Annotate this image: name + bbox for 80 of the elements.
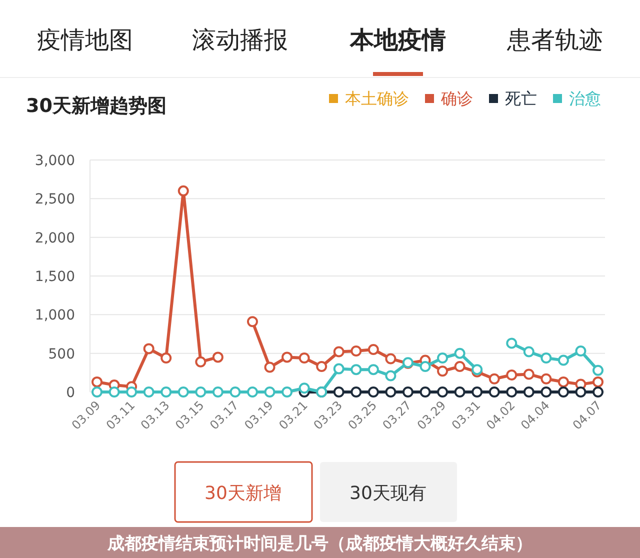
point — [298, 382, 310, 394]
point — [540, 352, 552, 364]
point — [592, 364, 604, 376]
point — [333, 386, 344, 398]
point — [160, 386, 172, 398]
legend-label: 本土确诊 — [345, 89, 409, 108]
point — [333, 346, 344, 358]
point — [472, 386, 483, 398]
point — [385, 353, 396, 364]
point — [558, 354, 569, 366]
point — [298, 352, 310, 364]
point — [454, 360, 466, 372]
point — [143, 343, 154, 354]
legend-label: 死亡 — [505, 89, 537, 108]
point — [92, 376, 102, 388]
point — [575, 386, 586, 398]
point — [178, 185, 189, 196]
point — [488, 373, 500, 384]
point — [368, 364, 379, 376]
y-tick-label: 2,500 — [34, 192, 75, 208]
point — [316, 360, 328, 372]
point — [126, 386, 138, 398]
text: 30天新增 — [204, 483, 282, 504]
point — [420, 386, 431, 398]
point — [420, 360, 431, 372]
point — [437, 366, 448, 377]
point — [402, 386, 414, 398]
point — [558, 376, 569, 388]
point — [282, 352, 293, 363]
point — [488, 386, 500, 398]
y-tick-label: 3,000 — [34, 153, 75, 169]
point — [575, 346, 586, 357]
point — [246, 316, 258, 328]
point — [523, 386, 534, 398]
legend-label: 确诊 — [440, 89, 473, 108]
point — [108, 386, 120, 398]
point — [350, 364, 362, 376]
point — [454, 348, 466, 359]
point — [350, 386, 362, 398]
y-tick-label: 0 — [66, 385, 75, 401]
point — [540, 373, 552, 384]
point — [385, 370, 396, 382]
point — [523, 346, 534, 358]
point — [195, 356, 206, 368]
point — [592, 386, 604, 398]
point — [385, 386, 396, 398]
point — [246, 386, 258, 398]
y-tick-label: 2,000 — [34, 230, 75, 246]
point — [282, 386, 293, 398]
point — [506, 386, 518, 398]
point — [506, 369, 518, 380]
point — [230, 386, 241, 398]
chart-title: 30天新增趋势图 — [26, 95, 166, 117]
y-tick-label: 1,000 — [34, 308, 75, 324]
point — [540, 386, 552, 398]
text: 30天现有 — [350, 483, 426, 504]
point — [437, 352, 448, 364]
point — [92, 386, 102, 398]
point — [437, 386, 448, 398]
point — [454, 386, 466, 398]
point — [264, 362, 276, 373]
point — [143, 386, 154, 398]
point — [368, 344, 379, 355]
point — [368, 386, 379, 398]
point — [523, 368, 534, 380]
y-tick-label: 1,500 — [34, 269, 75, 285]
text: 成都疫情结束预计时间是几号（成都疫情大概好久结束） — [106, 534, 532, 554]
point — [264, 386, 276, 398]
point — [592, 376, 604, 388]
point — [178, 386, 189, 398]
point — [350, 346, 362, 357]
point — [212, 386, 224, 398]
point — [333, 363, 344, 374]
y-tick-label: 500 — [48, 346, 75, 362]
point — [195, 386, 206, 398]
point — [558, 386, 569, 398]
legend-label: 治愈 — [569, 89, 601, 108]
point — [506, 338, 518, 349]
point — [212, 352, 224, 363]
point — [160, 352, 172, 364]
